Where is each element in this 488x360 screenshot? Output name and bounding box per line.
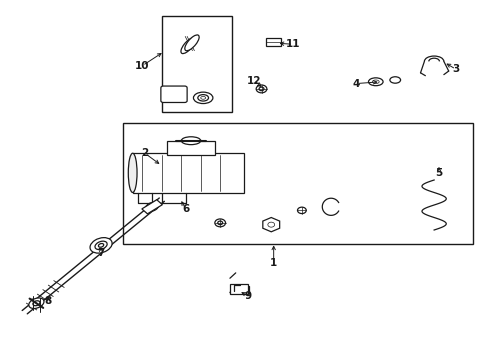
Ellipse shape: [181, 38, 195, 54]
Ellipse shape: [98, 243, 103, 247]
Polygon shape: [142, 200, 162, 214]
Ellipse shape: [256, 85, 266, 93]
Bar: [229, 284, 248, 294]
Ellipse shape: [217, 221, 222, 225]
Ellipse shape: [145, 202, 158, 211]
Bar: [122, 123, 472, 244]
Text: 7: 7: [97, 248, 104, 258]
Ellipse shape: [214, 219, 225, 227]
Ellipse shape: [198, 95, 208, 101]
Text: 3: 3: [451, 64, 459, 74]
Text: 8: 8: [44, 296, 51, 306]
Ellipse shape: [297, 207, 305, 213]
Text: 5: 5: [434, 168, 442, 178]
Text: 6: 6: [182, 204, 189, 214]
Ellipse shape: [389, 77, 400, 83]
Ellipse shape: [95, 241, 107, 249]
Ellipse shape: [181, 137, 201, 145]
Ellipse shape: [193, 92, 212, 104]
Text: 1: 1: [269, 258, 277, 268]
Text: 4: 4: [352, 78, 359, 89]
FancyBboxPatch shape: [266, 38, 281, 46]
Ellipse shape: [201, 96, 205, 99]
Ellipse shape: [29, 298, 44, 309]
Bar: [132, 153, 244, 193]
Ellipse shape: [90, 238, 112, 253]
Ellipse shape: [33, 301, 40, 306]
Bar: [166, 141, 215, 155]
Ellipse shape: [184, 35, 199, 51]
Text: 9: 9: [244, 291, 251, 301]
Text: 12: 12: [246, 76, 261, 86]
Polygon shape: [262, 217, 279, 232]
Bar: [162, 16, 232, 112]
Text: 10: 10: [135, 61, 149, 71]
Ellipse shape: [267, 222, 274, 227]
Ellipse shape: [372, 80, 378, 84]
Text: 2: 2: [141, 148, 148, 158]
FancyBboxPatch shape: [161, 86, 187, 103]
Ellipse shape: [259, 87, 264, 91]
Ellipse shape: [128, 153, 137, 193]
Ellipse shape: [368, 78, 382, 86]
Text: 11: 11: [285, 39, 300, 49]
